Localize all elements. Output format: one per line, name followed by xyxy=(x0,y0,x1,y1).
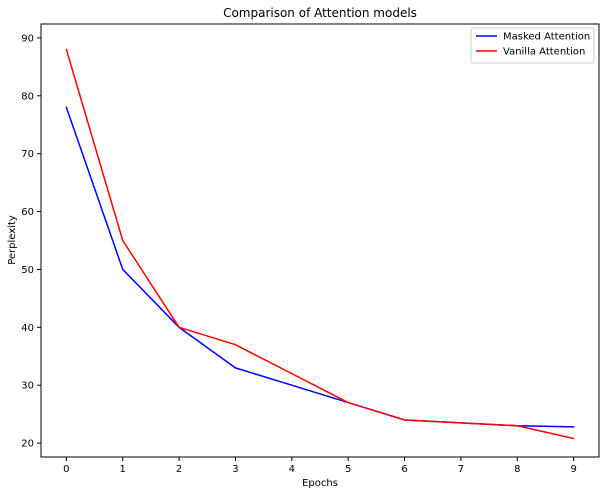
x-tick-label-6: 6 xyxy=(401,464,407,475)
legend: Masked Attention Vanilla Attention xyxy=(470,27,595,64)
x-tick-label-3: 3 xyxy=(232,464,238,475)
x-tick-label-5: 5 xyxy=(345,464,351,475)
y-tick-label-6: 80 xyxy=(21,91,34,102)
y-axis-label: Perplexity xyxy=(7,215,18,265)
y-tick-label-5: 70 xyxy=(21,149,34,160)
series-line-1 xyxy=(65,48,575,440)
legend-box xyxy=(470,27,595,64)
y-tick-label-1: 30 xyxy=(21,381,34,392)
legend-label-0: Masked Attention xyxy=(503,32,590,43)
x-tick-label-2: 2 xyxy=(176,464,182,475)
x-tick-label-9: 9 xyxy=(570,464,576,475)
x-tick-label-7: 7 xyxy=(458,464,464,475)
y-tick-label-7: 90 xyxy=(21,33,34,44)
x-tick-label-0: 0 xyxy=(63,464,69,475)
chart-title: Comparison of Attention models xyxy=(223,6,417,20)
x-tick-label-1: 1 xyxy=(120,464,126,475)
y-tick-label-3: 50 xyxy=(21,265,34,276)
legend-label-1: Vanilla Attention xyxy=(503,47,585,58)
y-tick-label-0: 20 xyxy=(21,439,34,450)
y-tick-label-2: 40 xyxy=(21,323,34,334)
x-axis-label: Epochs xyxy=(302,478,338,489)
x-tick-label-4: 4 xyxy=(289,464,295,475)
x-tick-label-8: 8 xyxy=(514,464,520,475)
plot-layer: 0 1 2 3 4 5 6 7 8 9 20 30 40 50 60 70 80 90 xyxy=(21,23,600,475)
plot-frame xyxy=(40,23,600,458)
y-tick-label-4: 60 xyxy=(21,207,34,218)
